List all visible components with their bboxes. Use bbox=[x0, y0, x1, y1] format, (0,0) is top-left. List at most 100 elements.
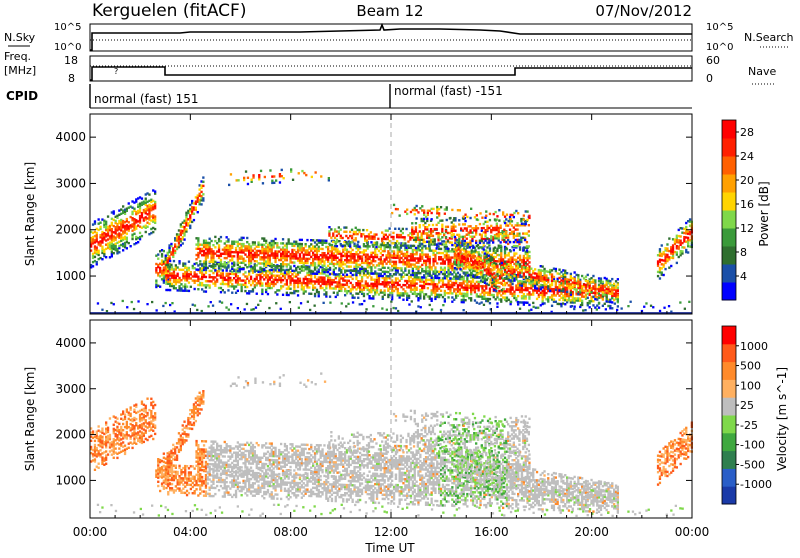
power-cell bbox=[157, 253, 159, 255]
power-cell bbox=[469, 217, 471, 219]
power-cell bbox=[462, 229, 464, 231]
power-cell bbox=[344, 288, 346, 290]
power-cell bbox=[197, 276, 199, 278]
power-cell bbox=[259, 280, 261, 282]
power-cell bbox=[396, 244, 398, 246]
power-cell bbox=[169, 260, 171, 262]
power-cell bbox=[299, 280, 301, 282]
power-cell bbox=[387, 267, 389, 269]
power-cell bbox=[429, 262, 431, 264]
power-cell bbox=[485, 285, 487, 287]
power-cell bbox=[419, 295, 421, 297]
power-cell bbox=[451, 256, 453, 258]
power-cell bbox=[212, 250, 214, 252]
power-cell bbox=[214, 285, 216, 287]
power-cell bbox=[205, 276, 207, 278]
power-cell bbox=[405, 247, 407, 249]
power-cell bbox=[128, 221, 130, 223]
power-cell bbox=[528, 261, 530, 263]
power-cell bbox=[382, 254, 384, 256]
power-cell bbox=[329, 273, 331, 275]
power-cell bbox=[347, 237, 349, 239]
power-cell bbox=[454, 230, 456, 232]
power-cell bbox=[229, 277, 231, 279]
power-cell bbox=[212, 257, 214, 259]
nsearch-tick-low: 10^0 bbox=[706, 42, 733, 53]
power-cell bbox=[257, 241, 259, 243]
power-cell bbox=[521, 291, 523, 293]
power-cell bbox=[416, 253, 418, 255]
power-cell bbox=[426, 226, 428, 228]
power-cell bbox=[491, 259, 493, 261]
power-cell bbox=[577, 276, 579, 278]
power-cell bbox=[484, 265, 486, 267]
power-cell bbox=[284, 269, 286, 271]
power-cell bbox=[384, 273, 386, 275]
power-cell bbox=[336, 273, 338, 275]
power-cell bbox=[201, 288, 203, 290]
power-cell bbox=[517, 276, 519, 278]
power-cell bbox=[171, 266, 173, 268]
power-cell bbox=[503, 235, 505, 237]
power-cell bbox=[244, 264, 246, 266]
power-cell bbox=[489, 302, 491, 304]
power-cell bbox=[542, 298, 544, 300]
power-cell bbox=[397, 277, 399, 279]
power-cell bbox=[506, 297, 508, 299]
power-cell bbox=[189, 216, 191, 218]
power-cell bbox=[461, 265, 463, 267]
power-cell bbox=[458, 261, 460, 263]
power-cell bbox=[451, 236, 453, 238]
power-cell bbox=[489, 292, 491, 294]
power-cell bbox=[511, 286, 513, 288]
power-cell bbox=[190, 273, 192, 275]
power-cell bbox=[202, 193, 204, 195]
power-cell bbox=[218, 246, 220, 248]
power-cell bbox=[574, 278, 576, 280]
power-cell bbox=[332, 232, 334, 234]
power-cell bbox=[389, 246, 391, 248]
power-cell bbox=[488, 227, 490, 229]
power-cell bbox=[523, 277, 525, 279]
power-cell bbox=[520, 220, 522, 222]
power-cell bbox=[308, 268, 310, 270]
power-cell bbox=[231, 283, 233, 285]
power-cell bbox=[495, 275, 497, 277]
power-cell bbox=[471, 272, 473, 274]
power-cell bbox=[92, 265, 94, 267]
power-cell bbox=[205, 263, 207, 265]
power-cell bbox=[94, 256, 96, 258]
power-cell bbox=[459, 251, 461, 253]
power-cell bbox=[469, 231, 471, 233]
power-cell bbox=[500, 252, 502, 254]
power-cell bbox=[542, 286, 544, 288]
power-cell bbox=[342, 267, 344, 269]
power-cell bbox=[442, 279, 444, 281]
power-cell bbox=[466, 278, 468, 280]
power-cell bbox=[439, 242, 441, 244]
power-cell bbox=[355, 272, 357, 274]
power-cell bbox=[585, 290, 587, 292]
power-cell bbox=[338, 226, 340, 228]
power-cell bbox=[384, 289, 386, 291]
power-cell bbox=[530, 268, 532, 270]
power-cell bbox=[558, 285, 560, 287]
power-cell bbox=[393, 250, 395, 252]
power-cell bbox=[248, 243, 250, 245]
power-cell bbox=[135, 200, 137, 202]
beam-title: Beam 12 bbox=[356, 2, 423, 20]
power-cell bbox=[553, 298, 555, 300]
power-cell bbox=[154, 201, 156, 203]
power-cell bbox=[404, 236, 406, 238]
power-cell bbox=[231, 247, 233, 249]
power-cell bbox=[159, 286, 161, 288]
power-cell bbox=[231, 292, 233, 294]
power-cell bbox=[609, 305, 611, 307]
power-cell bbox=[237, 290, 239, 292]
power-cell bbox=[490, 237, 492, 239]
power-cell bbox=[327, 271, 329, 273]
power-cell bbox=[101, 246, 103, 248]
x-axis-label: Time UT bbox=[364, 541, 415, 554]
power-cell bbox=[349, 245, 351, 247]
